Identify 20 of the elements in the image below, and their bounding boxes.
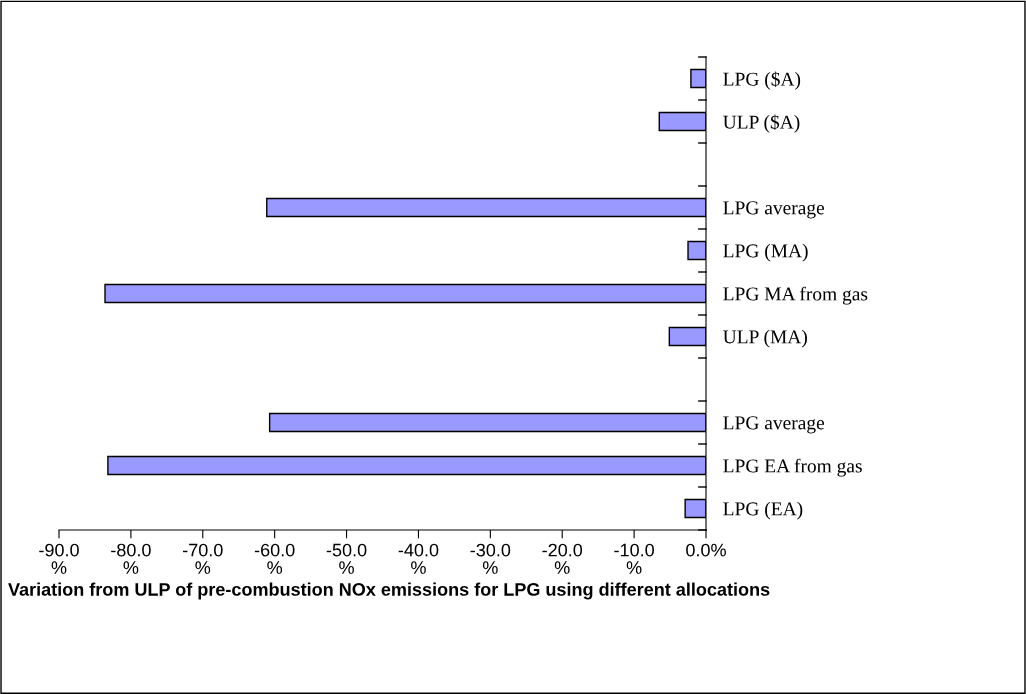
y-tick-label: ULP ($A) <box>723 114 800 133</box>
x-tick-label: -40.0 % <box>398 543 439 574</box>
y-tick-label: LPG (MA) <box>723 243 808 262</box>
x-tick-label: -30.0 % <box>470 543 511 574</box>
y-tick-label: LPG ($A) <box>723 71 801 90</box>
x-tick-label: -70.0 % <box>183 543 223 574</box>
x-tick-label: -50.0 % <box>326 543 367 574</box>
y-tick-label: LPG MA from gas <box>723 286 868 305</box>
y-tick-label: LPG average <box>723 201 825 219</box>
x-tick-label: -10.0 % <box>614 543 654 574</box>
x-tick-label: -80.0 % <box>111 543 151 574</box>
y-tick-label: LPG average <box>723 416 825 434</box>
x-tick-label: 0.0% <box>686 543 726 557</box>
text: Variation from ULP of pre-combustion NOx emissions for LPG using different allocations <box>8 582 770 600</box>
x-tick-label: -90.0 % <box>39 543 79 574</box>
x-tick-label: -20.0 % <box>542 543 583 574</box>
x-tick-label: -60.0 % <box>254 543 295 574</box>
y-tick-label: ULP (MA) <box>723 329 807 348</box>
y-tick-label: LPG EA from gas <box>723 458 862 477</box>
y-tick-label: LPG (EA) <box>723 501 803 520</box>
